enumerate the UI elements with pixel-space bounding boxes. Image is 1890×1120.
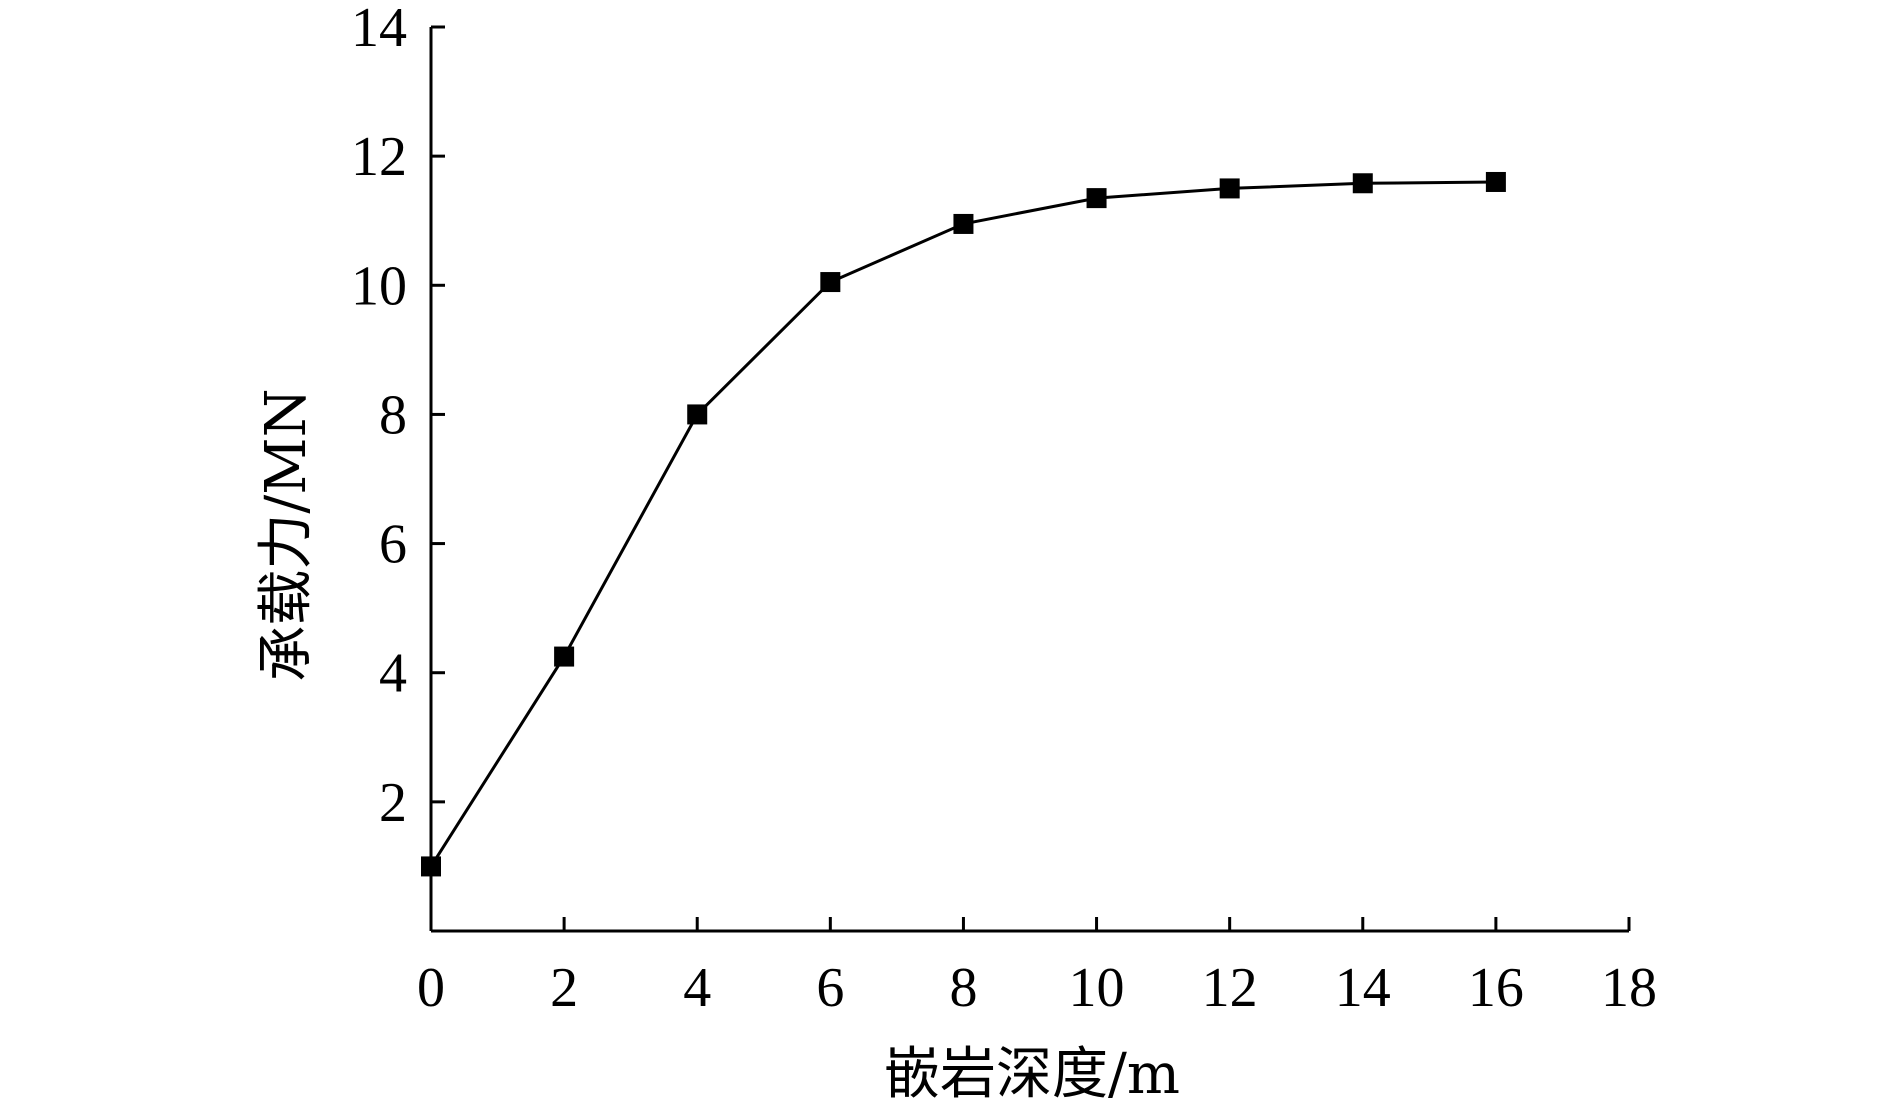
y-tick-label: 4 — [379, 643, 407, 705]
x-tick-label: 6 — [816, 957, 844, 1019]
tick-labels: 0 2 4 6 8 10 12 14 16 18 2 4 6 8 10 12 14 — [351, 0, 1657, 1019]
series — [421, 171, 1506, 877]
x-tick-label: 8 — [949, 957, 977, 1019]
x-tick-label: 2 — [550, 957, 578, 1019]
data-point — [1086, 188, 1107, 209]
data-point — [1485, 171, 1506, 192]
y-tick-label: 6 — [379, 514, 407, 576]
series-line — [429, 180, 1496, 868]
x-tick-label: 14 — [1335, 957, 1391, 1019]
x-tick-label: 12 — [1202, 957, 1258, 1019]
y-tick-label: 12 — [351, 126, 407, 188]
ticks — [429, 25, 1631, 931]
y-tick-label: 10 — [351, 255, 407, 317]
data-point — [1219, 178, 1240, 199]
y-tick-label: 14 — [351, 0, 407, 59]
data-point — [687, 404, 708, 425]
data-point — [1352, 173, 1373, 194]
data-point — [820, 272, 841, 293]
x-tick-label: 16 — [1468, 957, 1524, 1019]
data-point — [953, 213, 974, 234]
y-tick-label: 8 — [379, 384, 407, 446]
data-point — [421, 856, 441, 877]
data-point — [554, 646, 575, 667]
y-tick-label: 2 — [379, 772, 407, 834]
x-tick-label: 4 — [683, 957, 711, 1019]
y-axis-title: 承载力/MN — [254, 388, 319, 681]
x-axis-title: 嵌岩深度/m — [884, 1042, 1180, 1107]
axes — [429, 27, 1629, 933]
x-tick-label: 10 — [1069, 957, 1125, 1019]
x-tick-label: 0 — [417, 957, 445, 1019]
x-tick-label: 18 — [1601, 957, 1657, 1019]
